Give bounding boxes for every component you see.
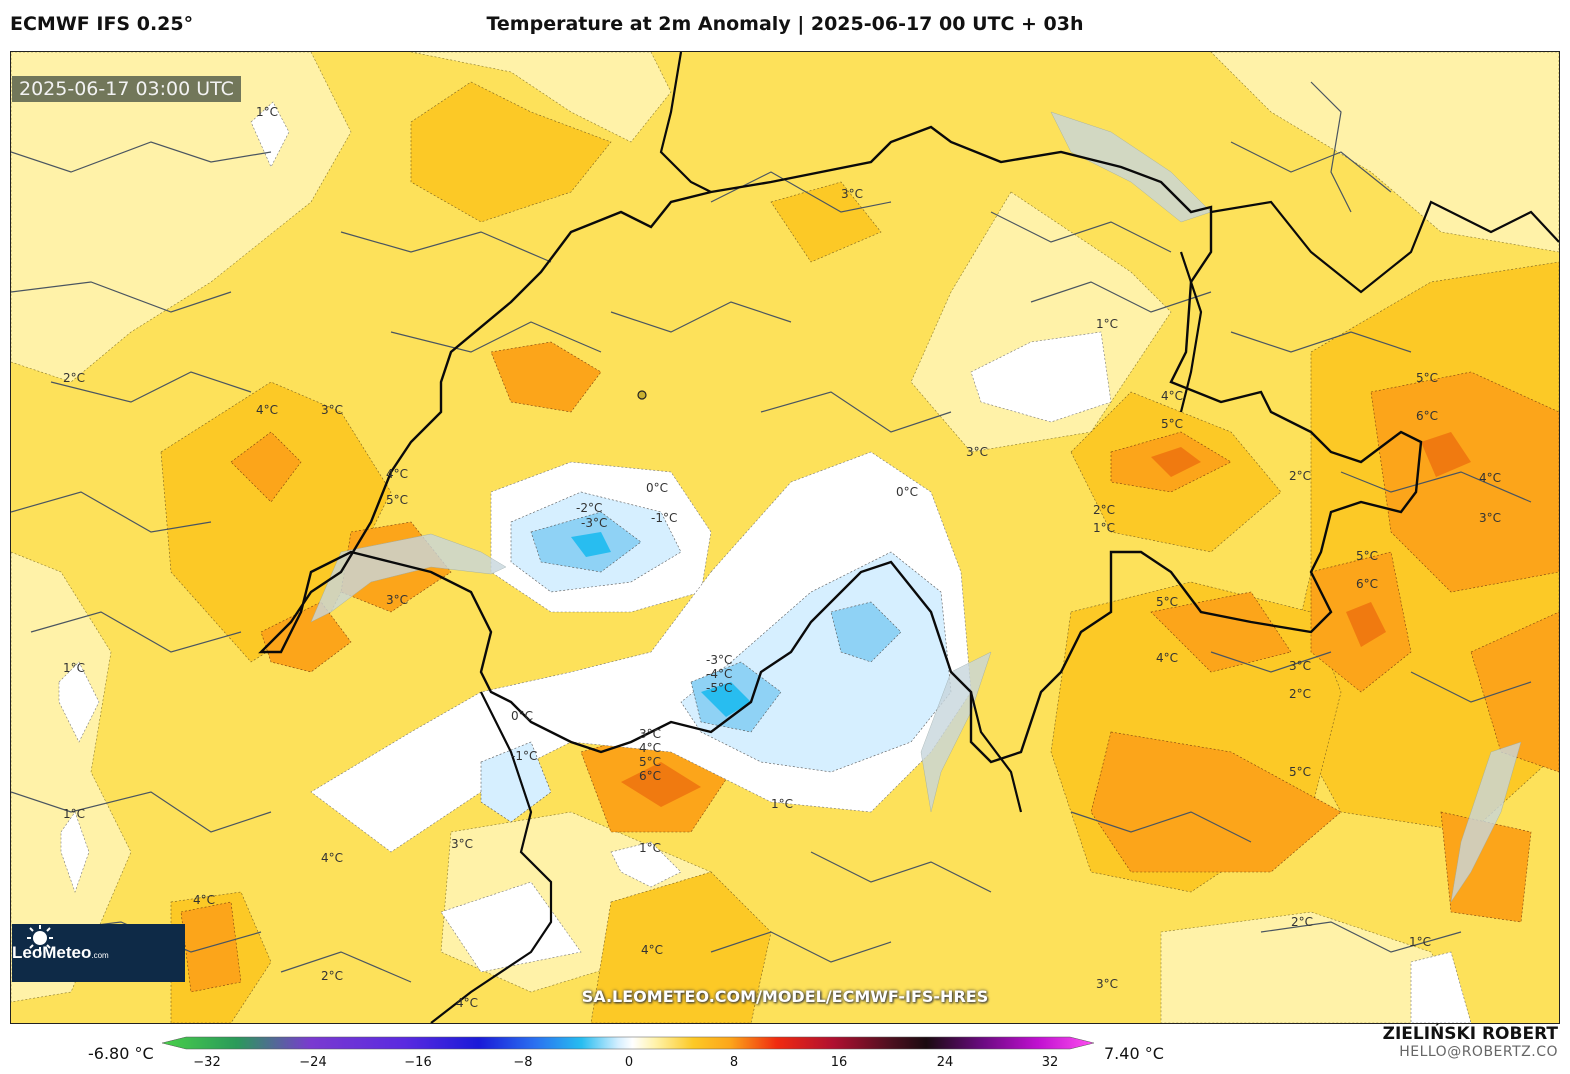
- svg-text:2°C: 2°C: [1291, 915, 1313, 929]
- colorbar-tick: 32: [1041, 1055, 1059, 1070]
- svg-text:0°C: 0°C: [896, 485, 918, 499]
- svg-text:3°C: 3°C: [1096, 977, 1118, 991]
- colorbar-tick: 8: [729, 1055, 739, 1070]
- svg-text:3°C: 3°C: [451, 837, 473, 851]
- svg-text:3°C: 3°C: [966, 445, 988, 459]
- svg-text:-4°C: -4°C: [706, 667, 732, 681]
- logo-text: LeoMeteo.com: [12, 943, 109, 962]
- svg-text:3°C: 3°C: [639, 727, 661, 741]
- colorbar-tick: −16: [404, 1055, 432, 1070]
- svg-text:4°C: 4°C: [639, 741, 661, 755]
- svg-text:3°C: 3°C: [841, 187, 863, 201]
- svg-text:5°C: 5°C: [1161, 417, 1183, 431]
- svg-text:4°C: 4°C: [1156, 651, 1178, 665]
- svg-text:6°C: 6°C: [639, 769, 661, 783]
- svg-text:2°C: 2°C: [1093, 503, 1115, 517]
- colorbar-max-label: 7.40 °C: [1104, 1044, 1164, 1063]
- svg-text:1°C: 1°C: [639, 841, 661, 855]
- swiss-border: [258, 125, 1423, 764]
- svg-text:3°C: 3°C: [1289, 659, 1311, 673]
- leometeo-logo[interactable]: LeoMeteo.com: [12, 924, 185, 982]
- svg-text:-3°C: -3°C: [706, 653, 732, 667]
- svg-text:6°C: 6°C: [1356, 577, 1378, 591]
- svg-text:4°C: 4°C: [256, 403, 278, 417]
- svg-text:1°C: 1°C: [63, 661, 85, 675]
- colorbar-tick: 0: [624, 1055, 634, 1070]
- colorbar: [162, 1036, 1094, 1050]
- colorbar-min-label: -6.80 °C: [88, 1044, 154, 1063]
- valid-time-badge: 2025-06-17 03:00 UTC: [12, 76, 241, 102]
- colorbar-tick: −32: [193, 1055, 221, 1070]
- map-title: Temperature at 2m Anomaly | 2025-06-17 0…: [486, 13, 1084, 35]
- svg-text:2°C: 2°C: [321, 969, 343, 983]
- svg-text:-1°C: -1°C: [511, 749, 537, 763]
- svg-text:1°C: 1°C: [771, 797, 793, 811]
- svg-text:-1°C: -1°C: [651, 511, 677, 525]
- svg-text:4°C: 4°C: [321, 851, 343, 865]
- svg-text:1°C: 1°C: [1096, 317, 1118, 331]
- sun-icon: [27, 925, 53, 951]
- svg-text:5°C: 5°C: [386, 493, 408, 507]
- svg-text:4°C: 4°C: [1479, 471, 1501, 485]
- svg-text:1°C: 1°C: [1409, 935, 1431, 949]
- svg-text:0°C: 0°C: [511, 709, 533, 723]
- model-name: ECMWF IFS 0.25°: [10, 13, 194, 35]
- svg-text:6°C: 6°C: [1416, 409, 1438, 423]
- author-email[interactable]: HELLO@ROBERTZ.CO: [1399, 1044, 1558, 1060]
- source-url[interactable]: SA.LEOMETEO.COM/MODEL/ECMWF-IFS-HRES: [581, 987, 989, 1006]
- svg-text:1°C: 1°C: [256, 105, 278, 119]
- svg-text:4°C: 4°C: [193, 893, 215, 907]
- svg-text:4°C: 4°C: [386, 467, 408, 481]
- svg-text:2°C: 2°C: [1289, 469, 1311, 483]
- svg-text:5°C: 5°C: [1289, 765, 1311, 779]
- map-panel[interactable]: 1°C 2°C 4°C 3°C 4°C 5°C 3°C 1°C 1°C 4°C …: [10, 51, 1560, 1024]
- svg-text:4°C: 4°C: [641, 943, 663, 957]
- svg-text:3°C: 3°C: [1479, 511, 1501, 525]
- svg-text:1°C: 1°C: [1093, 521, 1115, 535]
- svg-text:5°C: 5°C: [639, 755, 661, 769]
- colorbar-tick: 24: [936, 1055, 954, 1070]
- svg-text:-2°C: -2°C: [576, 501, 602, 515]
- colorbar-tick: −24: [299, 1055, 327, 1070]
- svg-text:3°C: 3°C: [386, 593, 408, 607]
- colorbar-tick: 16: [830, 1055, 848, 1070]
- svg-text:4°C: 4°C: [1161, 389, 1183, 403]
- svg-text:1°C: 1°C: [1156, 52, 1178, 55]
- svg-text:4°C: 4°C: [456, 996, 478, 1010]
- svg-text:1°C: 1°C: [63, 807, 85, 821]
- svg-text:3°C: 3°C: [321, 403, 343, 417]
- author-credit: ZIELIŃSKI ROBERT HELLO@ROBERTZ.CO: [1383, 1024, 1558, 1060]
- svg-text:0°C: 0°C: [646, 481, 668, 495]
- author-name: ZIELIŃSKI ROBERT: [1382, 1024, 1558, 1044]
- svg-text:5°C: 5°C: [1416, 371, 1438, 385]
- colorbar-tick: −8: [513, 1055, 533, 1070]
- svg-text:5°C: 5°C: [1156, 595, 1178, 609]
- svg-text:5°C: 5°C: [1356, 549, 1378, 563]
- svg-text:-3°C: -3°C: [581, 516, 607, 530]
- svg-text:-5°C: -5°C: [706, 681, 732, 695]
- svg-text:2°C: 2°C: [1289, 687, 1311, 701]
- anomaly-map: 1°C 2°C 4°C 3°C 4°C 5°C 3°C 1°C 1°C 4°C …: [11, 52, 1559, 1023]
- svg-text:2°C: 2°C: [63, 371, 85, 385]
